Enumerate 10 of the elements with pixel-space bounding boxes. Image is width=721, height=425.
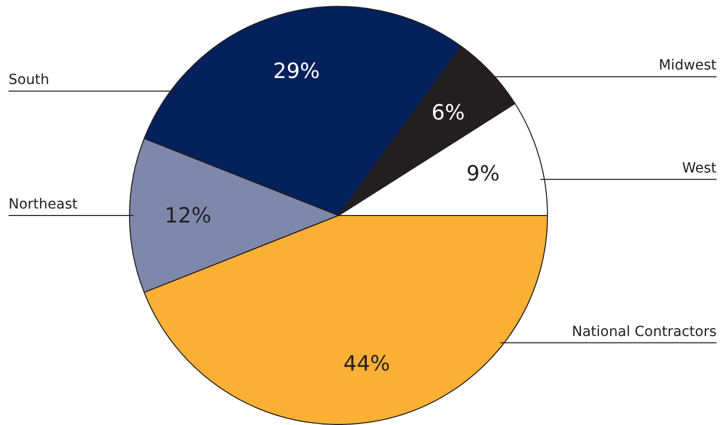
data-label: 12% — [164, 204, 212, 228]
slice-label: West — [682, 160, 718, 176]
data-label: 6% — [432, 100, 465, 124]
slice-label: South — [8, 72, 50, 88]
data-label: 29% — [273, 58, 320, 83]
slice-label: Midwest — [658, 58, 718, 74]
data-label: 44% — [343, 351, 390, 376]
slice-label: Northeast — [8, 196, 78, 212]
slice-label: National Contractors — [572, 324, 717, 340]
data-label: 9% — [466, 162, 500, 186]
